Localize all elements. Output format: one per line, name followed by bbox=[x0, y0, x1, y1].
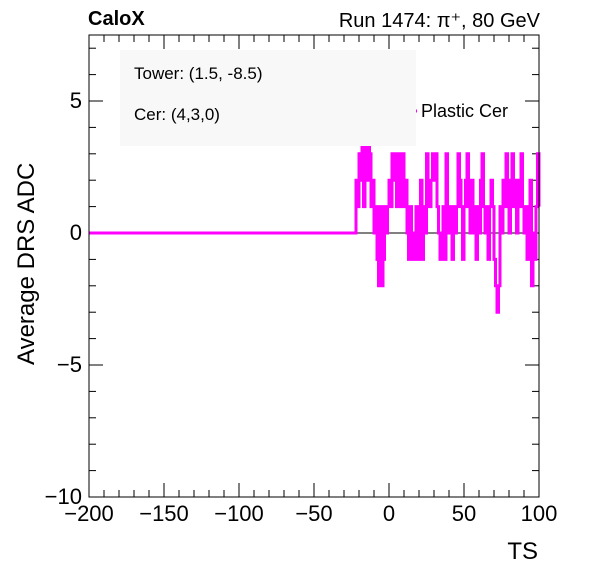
y-tick-label: 5 bbox=[69, 88, 82, 113]
x-tick-label: −50 bbox=[295, 501, 333, 526]
x-axis-label: TS bbox=[507, 538, 538, 565]
y-tick-label: −10 bbox=[44, 484, 82, 509]
x-tick-label: −200 bbox=[64, 501, 114, 526]
y-tick-label: −5 bbox=[56, 352, 82, 377]
tower-label: Tower: (1.5, -8.5) bbox=[134, 64, 263, 83]
channel-label: Cer: (4,3,0) bbox=[134, 105, 220, 124]
x-tick-label: 100 bbox=[520, 501, 558, 526]
x-tick-label: −150 bbox=[139, 501, 189, 526]
x-tick-label: −100 bbox=[214, 501, 264, 526]
info-box: Tower: (1.5, -8.5) Cer: (4,3,0) bbox=[120, 50, 416, 146]
x-tick-label: 0 bbox=[382, 501, 396, 526]
x-tick-label: 50 bbox=[451, 501, 477, 526]
experiment-title: CaloX bbox=[88, 8, 145, 30]
run-info-title: Run 1474: π⁺, 80 GeV bbox=[338, 10, 540, 32]
y-axis-label: Average DRS ADC bbox=[13, 162, 40, 365]
y-tick-label: 0 bbox=[69, 220, 82, 245]
plot-frame bbox=[88, 34, 540, 498]
legend-label-plastic-cer: Plastic Cer bbox=[421, 101, 509, 121]
series-line-plastic-cer bbox=[89, 99, 541, 314]
